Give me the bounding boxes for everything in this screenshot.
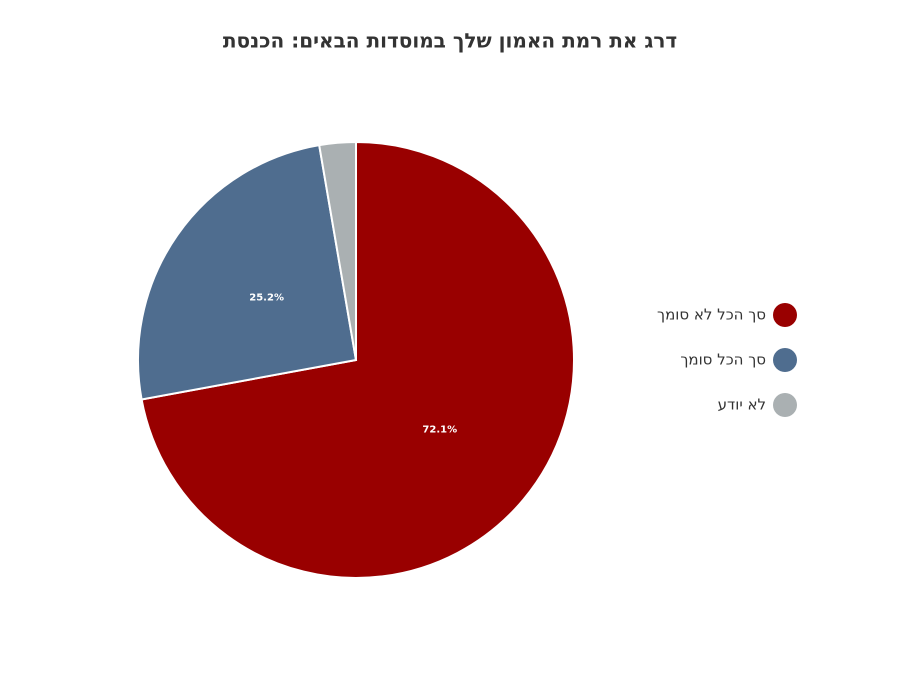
legend-marker <box>773 393 797 417</box>
legend-label: סך הכל לא סומך <box>657 306 766 324</box>
data-label: 25.2% <box>249 293 284 304</box>
data-label: 72.1% <box>422 425 457 436</box>
pie-slice <box>140 140 575 579</box>
pie-slice <box>137 143 358 401</box>
legend-label: סך הכל סומך <box>680 351 766 369</box>
chart-title: דרג את רמת האמון שלך במוסדות הבאים: הכנס… <box>223 29 677 53</box>
legend-marker <box>773 348 797 372</box>
legend-marker <box>773 303 797 327</box>
pie-slice <box>318 140 357 361</box>
legend-label: לא יודע <box>718 396 766 414</box>
